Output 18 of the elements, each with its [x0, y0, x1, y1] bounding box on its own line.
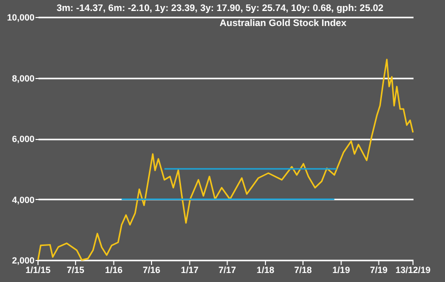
x-tick-label: 1/1/15	[25, 265, 51, 275]
x-tick-label: 1/17	[180, 265, 198, 275]
x-tick-label: 1/16	[104, 265, 123, 275]
x-tick-label: 7/16	[142, 265, 160, 275]
x-tick-label: 7/19	[370, 265, 388, 275]
chart-title: Australian Gold Stock Index	[220, 18, 348, 29]
y-tick-label: 6,000	[12, 134, 34, 144]
y-tick-label: 8,000	[12, 73, 34, 84]
y-tick-label: 10,000	[6, 12, 34, 22]
chart-subtitle: 3m: -14.37, 6m: -2.10, 1y: 23.39, 3y: 17.90, 5y: 25.74, 10y: 0.68, gph: 25.02	[56, 3, 384, 14]
x-tick-label: 7/18	[294, 265, 312, 275]
x-tick-label: 7/17	[218, 265, 236, 275]
y-tick-label: 2,000	[12, 256, 34, 266]
y-tick-label: 4,000	[12, 194, 34, 205]
x-tick-label: 13/12/19	[395, 265, 431, 275]
x-tick-label: 1/18	[256, 265, 274, 275]
x-tick-label: 1/19	[332, 265, 350, 275]
x-tick-label: 7/15	[66, 265, 84, 275]
